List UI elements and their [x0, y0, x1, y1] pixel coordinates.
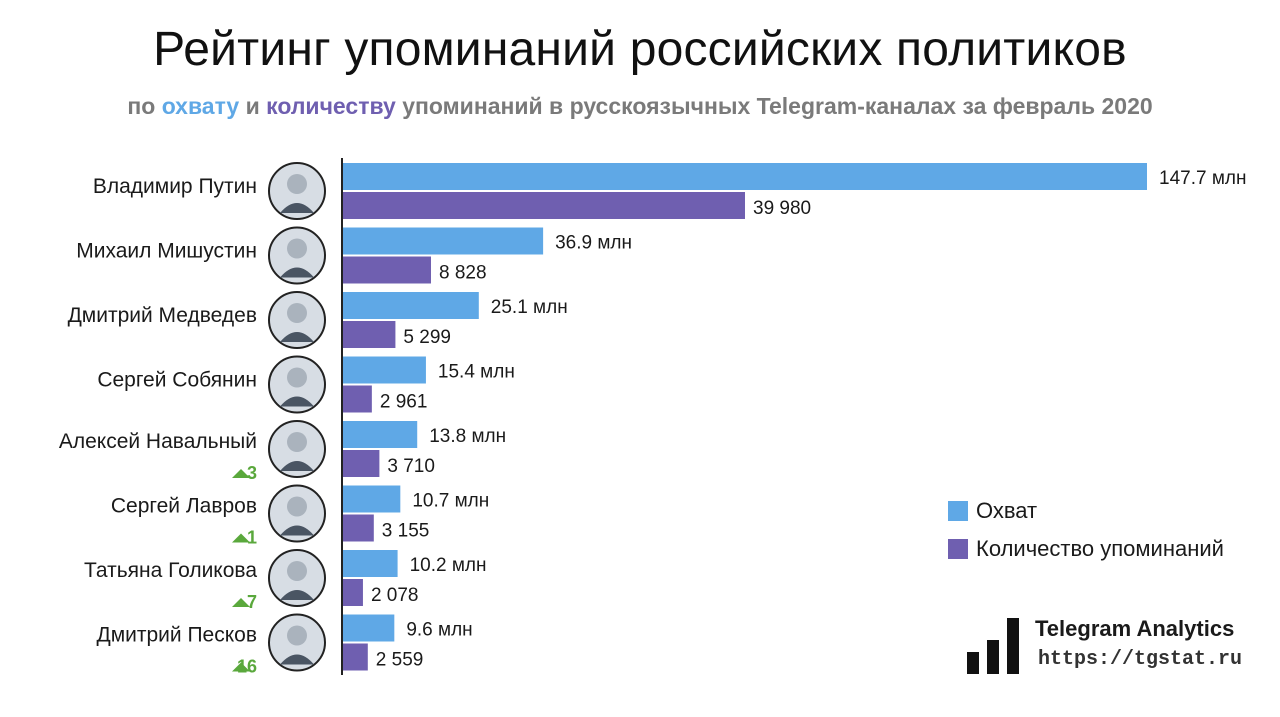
- rank-up-icon: [232, 598, 250, 607]
- data-label-count: 2 961: [380, 392, 428, 413]
- chart-subtitle: по охвату и количеству упоминаний в русс…: [0, 93, 1280, 120]
- avatar-body-icon: [280, 396, 314, 407]
- legend-label-count: Количество упоминаний: [976, 536, 1224, 561]
- subtitle-part-3: упоминаний в русскоязычных Telegram-кана…: [395, 93, 1153, 119]
- category-label: Дмитрий Медведев: [68, 304, 257, 327]
- data-label-count: 39 980: [753, 198, 811, 219]
- avatar-body-icon: [280, 332, 314, 342]
- rank-up-icon: [232, 662, 250, 672]
- avatar-head-icon: [287, 238, 307, 259]
- data-label-count: 8 828: [439, 263, 487, 284]
- category-label: Татьяна Голикова: [84, 559, 257, 582]
- bar-count: [342, 514, 374, 542]
- avatar-body-icon: [280, 461, 314, 471]
- rank-change-label: 16: [237, 657, 257, 677]
- bar-count: [342, 192, 745, 219]
- bar-reach: [342, 292, 479, 319]
- data-label-reach: 10.7 млн: [412, 491, 489, 512]
- category-label: Дмитрий Песков: [96, 624, 257, 647]
- legend-swatch-count: [948, 539, 968, 559]
- data-label-reach: 13.8 млн: [429, 426, 506, 447]
- bar-reach: [342, 163, 1147, 190]
- legend-label-reach: Охват: [976, 498, 1038, 523]
- avatar-body-icon: [280, 203, 314, 213]
- category-label: Сергей Собянин: [97, 369, 257, 392]
- subtitle-part-2: и: [239, 93, 267, 119]
- rank-up-icon: [232, 533, 250, 543]
- brand-url: https://tgstat.ru: [1038, 648, 1243, 671]
- bar-count: [342, 321, 396, 348]
- avatar-head-icon: [287, 496, 307, 517]
- chart-title: Рейтинг упоминаний российских политиков: [153, 23, 1127, 76]
- subtitle-count-word: количеству: [266, 93, 396, 119]
- data-label-count: 5 299: [403, 327, 451, 348]
- data-label-count: 2 078: [371, 585, 419, 606]
- data-label-count: 3 155: [382, 521, 430, 542]
- brand-logo-icon: [965, 616, 1025, 674]
- bar-count: [342, 256, 431, 284]
- avatar-body-icon: [280, 525, 314, 536]
- bar-reach: [342, 485, 401, 513]
- data-label-reach: 15.4 млн: [438, 362, 515, 383]
- bar-count: [342, 579, 363, 606]
- legend-swatch-reach: [948, 501, 968, 521]
- avatar-head-icon: [287, 367, 307, 388]
- avatar-head-icon: [287, 174, 307, 194]
- category-label: Алексей Навальный: [59, 430, 257, 453]
- legend-item-reach: Охват: [948, 492, 1224, 530]
- bar-count: [342, 643, 368, 671]
- avatar-head-icon: [287, 561, 307, 581]
- rank-change-label: 7: [247, 592, 257, 612]
- bar-reach: [342, 550, 398, 577]
- bar-reach: [342, 356, 426, 384]
- avatar-head-icon: [287, 432, 307, 452]
- rank-change-label: 1: [247, 528, 257, 548]
- avatar-head-icon: [287, 303, 307, 323]
- bar-count: [342, 450, 380, 477]
- avatar-body-icon: [280, 267, 314, 278]
- data-label-count: 3 710: [387, 456, 435, 477]
- bar-reach: [342, 227, 544, 255]
- data-label-reach: 147.7 млн: [1159, 168, 1246, 189]
- bar-reach: [342, 421, 418, 448]
- subtitle-reach-word: охвату: [161, 93, 240, 119]
- avatar-body-icon: [280, 654, 314, 665]
- data-label-reach: 10.2 млн: [410, 555, 487, 576]
- subtitle-part-1: по: [127, 93, 162, 119]
- avatar-body-icon: [280, 590, 314, 600]
- legend-item-count: Количество упоминаний: [948, 530, 1224, 568]
- category-label: Владимир Путин: [93, 175, 257, 198]
- category-label: Сергей Лавров: [111, 495, 257, 518]
- data-label-count: 2 559: [376, 650, 424, 671]
- data-label-reach: 9.6 млн: [406, 620, 472, 641]
- bar-count: [342, 385, 372, 413]
- category-label: Михаил Мишустин: [76, 240, 257, 263]
- brand-block: Telegram Analytics https://tgstat.ru: [965, 612, 1255, 682]
- legend: Охват Количество упоминаний: [948, 492, 1224, 568]
- rank-up-icon: [232, 469, 250, 478]
- bar-reach: [342, 614, 395, 642]
- rank-change-label: 3: [247, 463, 257, 483]
- avatar-head-icon: [287, 625, 307, 646]
- data-label-reach: 25.1 млн: [491, 297, 568, 318]
- data-label-reach: 36.9 млн: [555, 233, 632, 254]
- brand-name: Telegram Analytics: [1035, 616, 1235, 641]
